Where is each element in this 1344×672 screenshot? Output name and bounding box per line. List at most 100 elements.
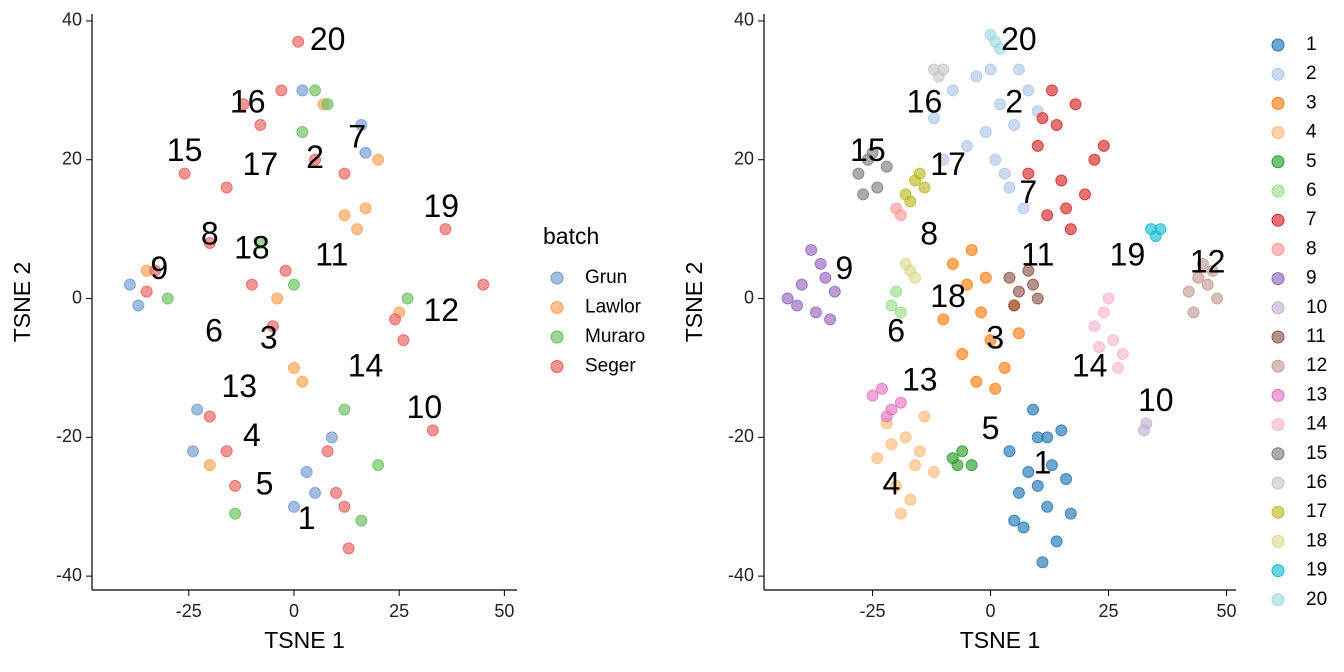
point [275,84,288,97]
y-tick-label: 0 [72,287,82,307]
point [245,278,258,291]
point [355,514,368,527]
point [191,403,204,416]
legend-label: 14 [1306,414,1328,435]
point [1187,306,1200,319]
cluster-label: 10 [407,389,443,425]
point [1112,361,1124,374]
point [824,313,837,326]
point [296,125,309,138]
point [287,278,300,291]
point [890,479,903,492]
point [828,285,841,298]
y-tick-label: 20 [734,148,754,168]
legend-swatch [550,330,564,344]
point [1036,556,1049,569]
point [913,167,926,180]
point [994,42,1006,55]
legend-label: 12 [1306,355,1327,376]
x-tick-label: 25 [389,601,409,621]
point [1027,278,1040,291]
point [937,153,950,166]
legend-swatch [550,271,564,285]
point [1022,466,1035,479]
point [1022,264,1035,277]
legend-label: 5 [1306,151,1317,172]
cluster-label: 16 [230,84,266,120]
point [809,306,822,319]
point [894,396,907,409]
point [1093,341,1106,354]
point [266,320,279,333]
point [866,146,879,159]
point [927,112,940,125]
point [1041,209,1054,222]
x-axis-title: TSNE 1 [960,627,1041,653]
cluster-label: 11 [1021,236,1054,272]
point [1102,292,1115,305]
point [965,243,978,256]
point [186,445,199,458]
point [309,486,322,499]
legend-label: 18 [1306,530,1327,551]
point [439,223,452,236]
x-axis-title: TSNE 1 [264,627,345,653]
point [970,70,983,83]
point [330,486,343,499]
point [1012,285,1025,298]
point [1211,292,1224,305]
point [287,361,300,374]
legend-swatch [1271,272,1285,286]
cluster-label: 8 [920,216,938,252]
legend-swatch [1271,476,1285,490]
point [203,459,216,472]
legend-label: 11 [1306,326,1326,347]
point [229,507,242,520]
point [1097,139,1110,152]
point [123,278,136,291]
point [1064,223,1077,236]
legend-swatch [1271,505,1285,519]
legend-label: Grun [585,267,627,288]
y-tick-label: 40 [734,10,754,30]
cluster-label: 4 [243,417,261,453]
point [946,84,959,97]
cluster-label: 14 [348,347,384,383]
point [960,139,973,152]
point [338,403,351,416]
point [1003,445,1016,458]
legend-swatch [1271,184,1285,198]
point [1041,431,1054,444]
y-tick-label: -20 [56,426,82,446]
point [397,334,410,347]
point [1196,257,1209,270]
point [140,285,153,298]
point [979,125,992,138]
point [296,84,309,97]
cluster-label: 7 [348,118,366,154]
legend-swatch [550,301,564,314]
legend-swatch [1271,564,1285,578]
cluster-label: 12 [423,292,459,328]
point [852,167,865,180]
point [1192,271,1205,284]
cluster-label: 7 [1019,174,1037,210]
point [359,146,372,159]
point [904,493,917,506]
point [1116,348,1129,361]
point [965,459,978,472]
point [1045,459,1058,472]
point [876,382,888,395]
point [338,209,351,222]
legend-label: 8 [1306,238,1317,259]
point [1050,119,1063,132]
point [271,292,284,305]
legend-swatch [1271,242,1285,256]
legend-label: 19 [1306,560,1327,581]
point [937,313,950,326]
point [309,153,322,166]
legend-label: 7 [1306,209,1317,230]
point [372,153,385,166]
point [795,278,808,291]
cluster-label: 17 [243,146,279,182]
